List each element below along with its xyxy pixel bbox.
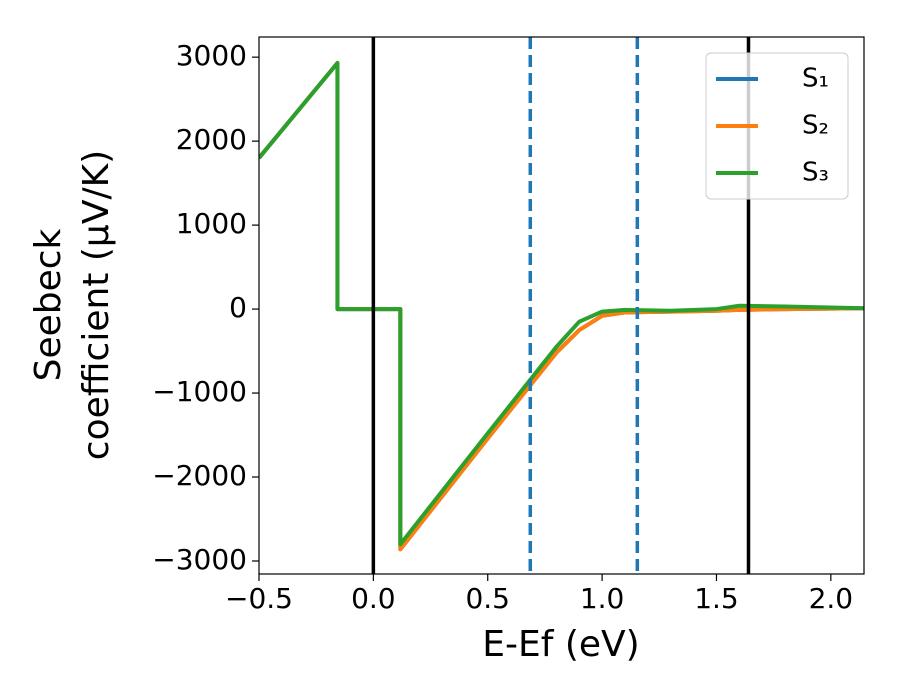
y-axis-label-line: coefficient (μV/K) bbox=[76, 150, 117, 460]
y-tick-label: 1000 bbox=[176, 207, 247, 240]
y-axis-label: Seebeck coefficient (μV/K) bbox=[28, 150, 117, 460]
legend-box bbox=[705, 52, 849, 200]
legend: S₁ S₂ S₃ bbox=[705, 52, 849, 200]
y-axis-label-line: Seebeck bbox=[28, 228, 69, 381]
y-tick-label: 2000 bbox=[176, 123, 247, 156]
x-tick-label: 0.5 bbox=[465, 582, 510, 615]
y-tick-label: −1000 bbox=[152, 375, 247, 408]
legend-label: S₂ bbox=[802, 111, 829, 141]
legend-label: S₃ bbox=[802, 158, 829, 188]
y-tick-label: 0 bbox=[229, 291, 247, 324]
y-tick-label: −3000 bbox=[152, 543, 247, 576]
x-tick-label: 1.5 bbox=[694, 582, 739, 615]
x-tick-label: 0.0 bbox=[351, 582, 396, 615]
x-tick-label: 1.0 bbox=[580, 582, 625, 615]
x-tick-label: −0.5 bbox=[225, 582, 293, 615]
axes-frame bbox=[258, 36, 865, 575]
x-tick-label: 2.0 bbox=[809, 582, 854, 615]
series-line bbox=[259, 61, 864, 547]
legend-label: S₁ bbox=[802, 64, 829, 94]
y-tick-label: −2000 bbox=[152, 459, 247, 492]
y-tick-label: 3000 bbox=[176, 39, 247, 72]
x-axis-label: E-Ef (eV) bbox=[482, 624, 639, 665]
plot-area bbox=[259, 37, 864, 574]
